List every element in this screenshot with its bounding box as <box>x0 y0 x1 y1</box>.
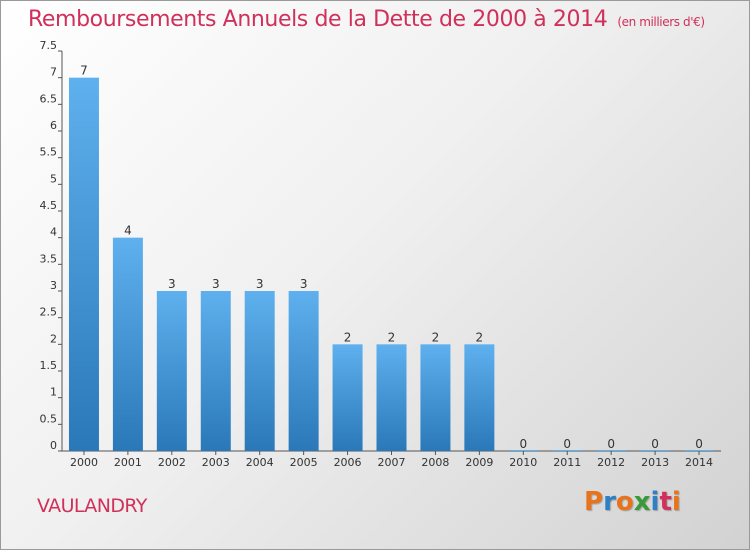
data-label: 0 <box>563 437 571 451</box>
x-tick-label: 2010 <box>509 456 537 469</box>
y-tick-label: 1.5 <box>40 359 58 372</box>
bar <box>288 291 319 451</box>
data-label: 0 <box>651 437 659 451</box>
logo-letter: i <box>671 487 681 517</box>
bar <box>376 344 407 451</box>
y-tick-label: 1 <box>50 386 57 399</box>
chart-title: Remboursements Annuels de la Dette de 20… <box>28 7 705 32</box>
logo-letter: i <box>650 487 660 517</box>
bar <box>332 344 363 451</box>
y-tick-label: 7 <box>50 66 57 79</box>
logo-letter: o <box>615 487 634 517</box>
bar <box>244 291 275 451</box>
y-tick-label: 0.5 <box>40 412 58 425</box>
y-tick-label: 5 <box>50 172 57 185</box>
y-tick-label: 7.5 <box>40 39 58 52</box>
y-tick-label: 2.5 <box>40 306 58 319</box>
bar <box>68 77 99 452</box>
data-label: 0 <box>695 437 703 451</box>
title-text: Remboursements Annuels de la Dette de 20… <box>28 7 608 32</box>
x-tick-label: 2004 <box>246 456 274 469</box>
data-label: 3 <box>256 277 264 291</box>
y-tick-label: 3 <box>50 279 57 292</box>
unit-note: (en milliers d'€) <box>617 15 705 29</box>
x-tick-label: 2012 <box>597 456 625 469</box>
data-label: 2 <box>344 330 352 344</box>
logo-letter: r <box>603 487 616 517</box>
y-tick-label: 4.5 <box>40 199 58 212</box>
logo-letter: P <box>584 487 604 517</box>
data-label: 3 <box>168 277 176 291</box>
x-tick-label: 2005 <box>290 456 318 469</box>
y-tick-label: 6 <box>50 119 57 132</box>
data-label: 0 <box>607 437 615 451</box>
logo-letter: x <box>633 487 651 517</box>
data-label: 2 <box>432 330 440 344</box>
y-tick-label: 3.5 <box>40 252 58 265</box>
bar <box>112 237 143 451</box>
y-tick-label: 2 <box>50 332 57 345</box>
x-tick-label: 2008 <box>421 456 449 469</box>
bar <box>200 291 231 451</box>
y-tick-label: 5.5 <box>40 146 58 159</box>
y-tick-label: 0 <box>50 439 57 452</box>
x-tick-label: 2011 <box>553 456 581 469</box>
y-tick-label: 4 <box>50 226 57 239</box>
y-tick-label: 6.5 <box>40 92 58 105</box>
proxiti-logo: Proxiti <box>584 487 681 517</box>
x-tick-label: 2013 <box>641 456 669 469</box>
data-label: 3 <box>300 277 308 291</box>
x-tick-label: 2007 <box>378 456 406 469</box>
commune-name: VAULANDRY <box>37 495 147 517</box>
data-label: 2 <box>388 330 396 344</box>
data-label: 4 <box>124 224 132 238</box>
logo-letter: t <box>659 487 672 517</box>
bar <box>420 344 451 451</box>
x-tick-label: 2003 <box>202 456 230 469</box>
data-label: 3 <box>212 277 220 291</box>
bar <box>464 344 495 451</box>
x-tick-label: 2002 <box>158 456 186 469</box>
data-label: 7 <box>80 64 88 78</box>
data-label: 2 <box>476 330 484 344</box>
bars <box>68 77 715 452</box>
data-label: 0 <box>519 437 527 451</box>
x-tick-label: 2001 <box>114 456 142 469</box>
x-tick-label: 2009 <box>465 456 493 469</box>
x-tick-label: 2000 <box>70 456 98 469</box>
bar <box>156 291 187 451</box>
value-labels: 7 4 3 3 3 3 2 2 2 2 0 0 0 0 0 <box>80 64 703 451</box>
x-tick-label: 2006 <box>334 456 362 469</box>
x-tick-label: 2014 <box>685 456 713 469</box>
